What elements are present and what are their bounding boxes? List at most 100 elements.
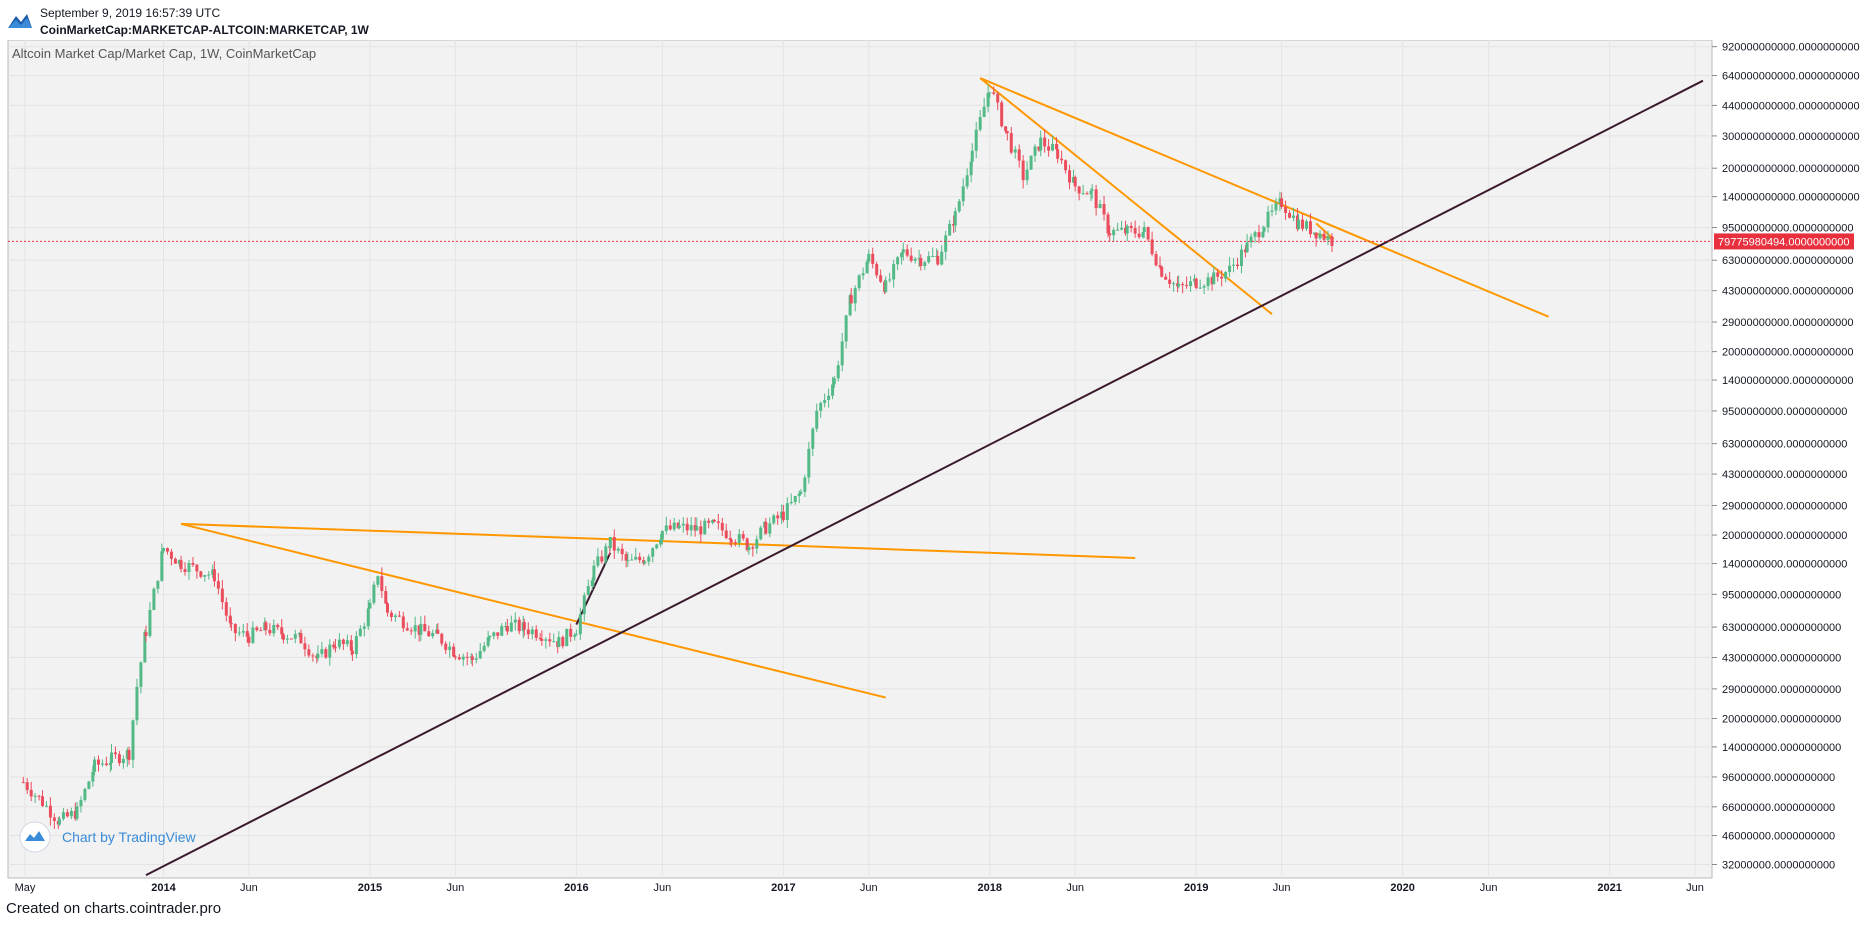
candle-body [162,548,166,552]
price-chart[interactable]: 79775980494.0000000000 920000000000.0000… [0,40,1874,896]
candle-body [372,584,376,603]
candle-body [1029,155,1033,170]
snapshot-date: September 9, 2019 16:57:39 UTC [40,6,221,20]
candle-body [108,762,112,766]
orange-trendline [181,522,1136,559]
candle-body [849,295,853,304]
candle-body [332,644,336,648]
candle-body [1137,233,1141,238]
cloud-icon [25,831,45,841]
candle-body [165,548,169,552]
last-price-label: 79775980494.0000000000 [1718,236,1850,248]
candle-body [1112,229,1116,236]
candle-body [517,619,521,632]
candle-body [203,575,207,577]
tradingview-watermark[interactable]: Chart by TradingView [19,821,196,853]
candle-body [1071,177,1075,183]
candle-body [1216,272,1220,277]
price-tick-label: 20000000000.0000000000 [1722,347,1854,359]
candle-body [1232,264,1236,266]
time-axis[interactable]: May 2014 Jun 2015 Jun 2016 Jun 2017 Jun 2018 Jun 20… [15,882,1704,894]
candle-body [596,556,600,566]
orange-trendline [180,522,886,699]
candle-body [655,544,659,549]
candle-body [936,255,940,265]
candle-body [647,556,651,562]
price-tick-label: 140000000.0000000000 [1722,742,1841,754]
candle-body [513,619,517,623]
candle-body [303,643,307,650]
candle-body [538,637,542,640]
candle-body [1280,198,1284,207]
chart-header: September 9, 2019 16:57:39 UTC CoinMarke… [0,0,1874,40]
candle-body [448,646,452,650]
candle-body [1261,231,1265,238]
candle-body [65,812,69,817]
time-tick-label: May [15,882,36,894]
candle-body [888,279,892,281]
candle-body [677,525,681,528]
candle-body [1236,264,1240,267]
candle-body [803,477,807,492]
candle-body [785,503,789,520]
candle-body [207,574,211,576]
price-tick-label: 29000000000.0000000000 [1722,317,1854,329]
candle-body [1129,225,1133,229]
candle-body [917,258,921,260]
candle-body [177,560,181,564]
candle-body [169,551,173,559]
candle-body [413,625,417,632]
candle-body [626,559,630,561]
candle-body [923,262,927,267]
candle-body [780,511,784,519]
candle-body [401,616,405,629]
candle-body [573,635,577,637]
candle-body [100,763,104,765]
candle-body [1017,149,1021,161]
candle-body [440,633,444,644]
candle-body [324,649,328,658]
candle-body [1270,210,1274,212]
candle-body [1000,102,1004,127]
candle-body [173,558,177,564]
candle-body [996,93,1000,103]
candle-body [73,810,77,819]
time-tick-label: 2017 [771,882,795,894]
candle-body [693,525,697,531]
candle-body [211,569,215,575]
candle-body [127,750,131,760]
candle-body [957,201,961,212]
candle-body [799,491,803,494]
candle-body [1291,215,1295,218]
candle-body [29,789,33,797]
candle-body [759,527,763,540]
candle-body [1202,286,1206,288]
candle-body [496,632,500,636]
time-tick-label: Jun [1066,882,1084,894]
candle-body [913,258,917,261]
candle-body [600,556,604,562]
candle-body [328,644,332,658]
plot-area[interactable] [7,40,1713,879]
candle-body [125,750,129,759]
candle-body [1312,232,1316,235]
candle-body [1005,131,1009,134]
candle-body [212,569,216,582]
price-tick-label: 950000000.0000000000 [1722,589,1841,601]
candle-body [1239,249,1243,267]
candle-body [1108,233,1112,236]
candle-body [152,588,156,610]
candle-body [135,686,139,721]
price-tick-label: 95000000000.0000000000 [1722,223,1854,235]
candle-body [1318,233,1322,239]
candle-body [474,658,478,660]
candle-body [1314,232,1318,239]
candle-body [488,636,492,638]
price-axis[interactable]: 920000000000.0000000000 640000000000.0000… [1712,42,1860,872]
candle-body [87,781,91,789]
price-tick-label: 6300000000.0000000000 [1722,439,1847,451]
candle-body [1047,146,1051,151]
candle-body [832,378,836,385]
price-tick-label: 14000000000.0000000000 [1722,375,1854,387]
candle-body [69,810,73,817]
